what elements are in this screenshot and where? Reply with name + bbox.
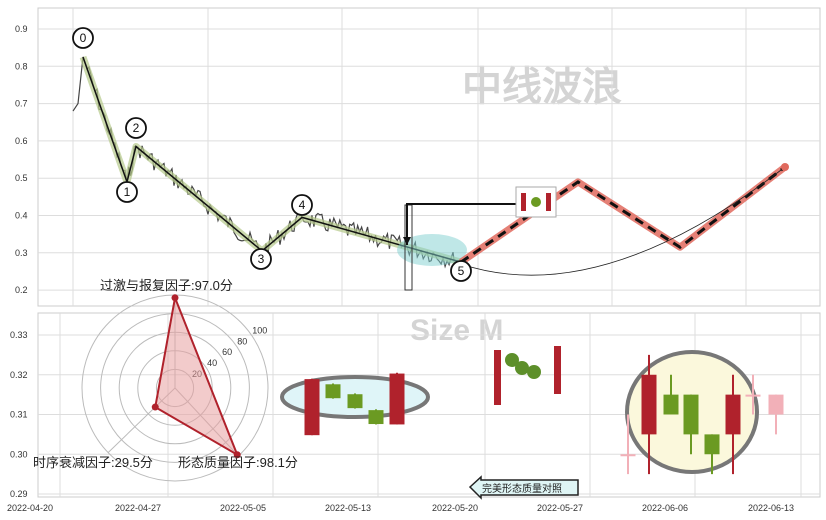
radar-ring-label: 80 xyxy=(237,336,247,346)
x-tick-label: 2022-05-20 xyxy=(432,503,478,513)
candle-body xyxy=(620,454,636,457)
radar-ring-label: 60 xyxy=(222,347,232,357)
wave-label: 5 xyxy=(458,264,465,278)
highlight-ellipse xyxy=(397,234,467,266)
candle-body xyxy=(304,379,320,436)
y-tick-label: 0.33 xyxy=(10,330,28,340)
radar-ring-label: 100 xyxy=(252,325,267,335)
y-tick-label: 0.2 xyxy=(15,285,28,295)
arrow-left-icon xyxy=(468,475,579,500)
wave-label-circle xyxy=(291,194,313,216)
radar-point xyxy=(233,451,241,459)
wave-label: 4 xyxy=(299,198,306,212)
y-tick-label: 0.5 xyxy=(15,173,28,183)
character-icon xyxy=(527,365,541,379)
bottom-panel-frame xyxy=(37,312,821,498)
character-icon xyxy=(505,353,519,367)
candle-body xyxy=(683,394,699,435)
radar-point xyxy=(171,294,179,302)
x-tick-label: 2022-05-05 xyxy=(220,503,266,513)
y-tick-label: 0.4 xyxy=(15,211,28,221)
wave-label-circle xyxy=(250,248,272,270)
wave-label: 1 xyxy=(124,185,131,199)
wave-label: 2 xyxy=(133,121,140,135)
y-tick-label: 0.3 xyxy=(15,248,28,258)
y-tick-label: 0.30 xyxy=(10,449,28,459)
x-tick-label: 2022-04-27 xyxy=(115,503,161,513)
wave-label: 0 xyxy=(80,31,87,45)
wave-label-circle xyxy=(116,181,138,203)
x-tick-label: 2022-06-13 xyxy=(748,503,794,513)
wave-label-circle xyxy=(450,260,472,282)
thumbnail-figure xyxy=(531,197,541,207)
candle-body xyxy=(325,384,341,399)
projection-highlight xyxy=(459,164,788,266)
candle-body xyxy=(347,394,363,409)
bottom-panel-marks xyxy=(280,346,784,475)
top-panel-grid: 0.9 0.8 0.7 0.6 0.5 0.4 0.3 0.2 xyxy=(15,7,821,307)
candle-body xyxy=(745,394,761,397)
projection-end-dot xyxy=(781,163,789,171)
y-tick-label: 0.6 xyxy=(15,136,28,146)
pillar-icon xyxy=(554,346,561,394)
x-tick-label: 2022-06-06 xyxy=(642,503,688,513)
score-label-overshoot: 过激与报复因子:97.0分 xyxy=(100,278,233,293)
projection-arc xyxy=(460,166,786,276)
candle-body xyxy=(704,434,720,455)
x-tick-label: 2022-05-27 xyxy=(537,503,583,513)
x-tick-label: 2022-05-13 xyxy=(325,503,371,513)
y-tick-label: 0.31 xyxy=(10,410,28,420)
y-tick-label: 0.32 xyxy=(10,370,28,380)
compare-button-label: 完美形态质量对照 xyxy=(482,482,562,495)
score-label-time-decay: 时序衰减因子:29.5分 xyxy=(33,455,153,470)
x-tick-label: 2022-04-20 xyxy=(7,503,53,513)
radar-chart: 20406080100 xyxy=(81,294,269,482)
radar-area xyxy=(154,294,240,458)
watermark-size: Size M xyxy=(410,314,503,347)
candle-body xyxy=(641,374,657,435)
wave-label-circle xyxy=(72,27,94,49)
wave-line xyxy=(82,56,462,263)
y-tick-label: 0.9 xyxy=(15,24,28,34)
y-tick-label: 0.8 xyxy=(15,61,28,71)
y-tick-label: 0.7 xyxy=(15,99,28,109)
character-icon xyxy=(515,361,529,375)
wave-highlight xyxy=(79,55,462,266)
wave-label: 3 xyxy=(258,252,265,266)
thumbnail-pillar xyxy=(546,193,551,211)
candle-body xyxy=(389,373,405,425)
radar-ring-label: 40 xyxy=(207,358,217,368)
pillar-icon xyxy=(494,350,501,405)
top-panel-frame xyxy=(37,7,821,307)
projection-dashed-line xyxy=(460,165,786,264)
candle-body xyxy=(768,394,784,415)
candle-body xyxy=(663,394,679,415)
candle-body xyxy=(725,394,741,435)
candle-body xyxy=(368,410,384,425)
compare-button[interactable]: 完美形态质量对照 xyxy=(468,475,579,500)
score-label-shape-quality: 形态质量因子:98.1分 xyxy=(178,455,298,470)
callout-line xyxy=(406,203,520,245)
watermark-title: 中线波浪 xyxy=(462,65,622,109)
wave-label-circle xyxy=(125,117,147,139)
arrow-down-icon xyxy=(403,237,411,245)
top-panel-marks: 0 1 2 3 4 5 xyxy=(72,27,789,291)
y-tick-label: 0.29 xyxy=(10,489,28,499)
radar-point xyxy=(151,403,159,411)
thumbnail-pillar xyxy=(521,193,526,211)
